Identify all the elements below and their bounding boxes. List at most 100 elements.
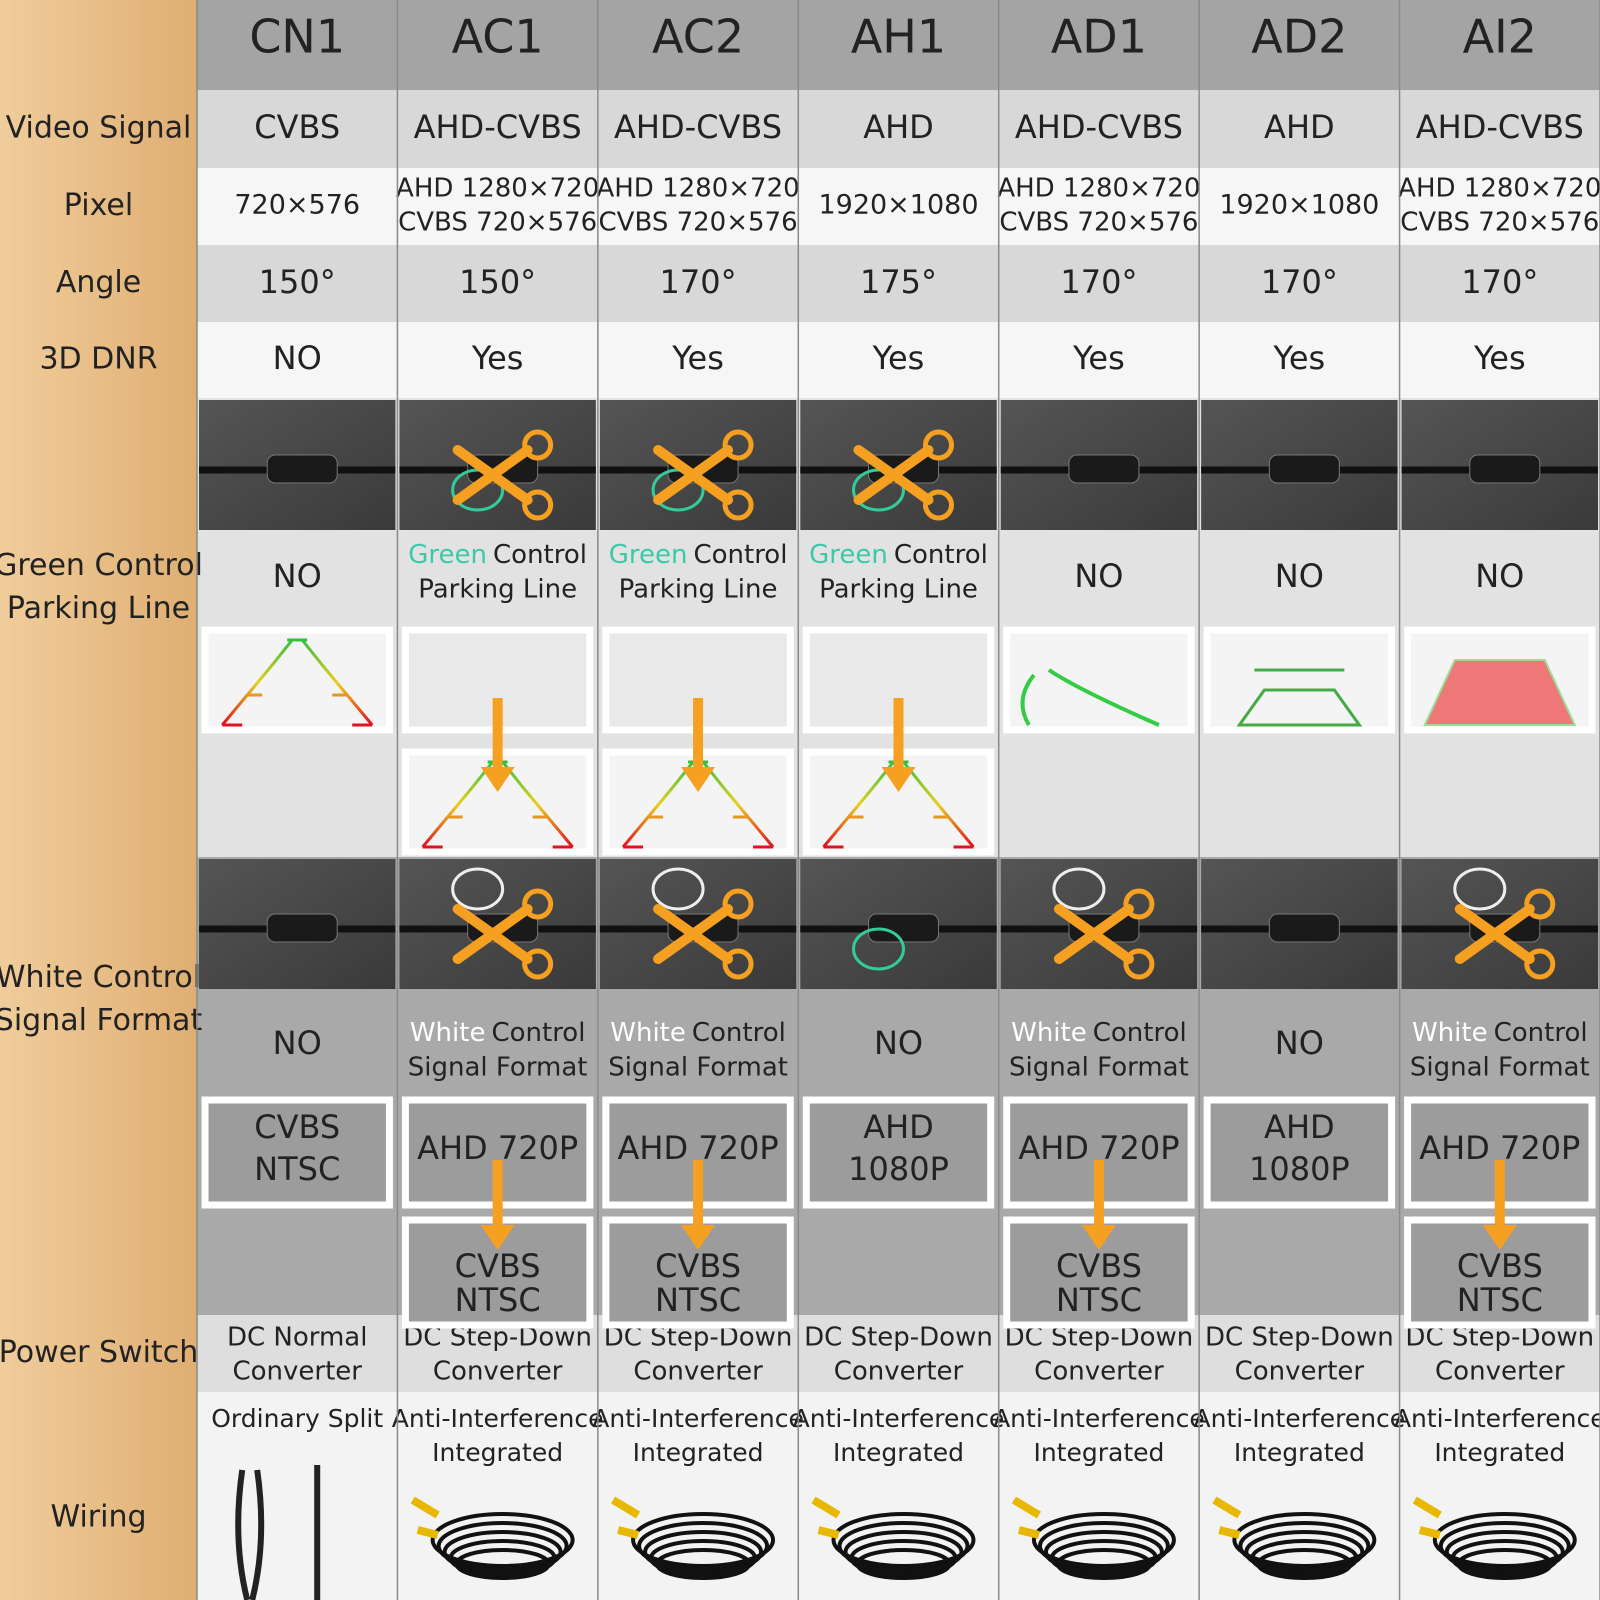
row-label: White Control [0, 960, 201, 995]
wire-loop [1052, 867, 1106, 911]
cell-text: 170° [1461, 263, 1538, 301]
cell-text: CVBS 720×576 [398, 208, 597, 238]
format-text: NTSC [254, 1150, 340, 1188]
format-text: NTSC [655, 1281, 741, 1319]
cell-text: Converter [834, 1357, 964, 1387]
column-header: AD1 [1051, 10, 1147, 64]
scissors-ring [923, 489, 954, 521]
cable-coil [655, 1548, 752, 1580]
cell-text: NO [273, 339, 322, 377]
cell-text: CVBS 720×576 [599, 208, 798, 238]
cell-text: NO [874, 1024, 923, 1062]
row-label-bg [0, 90, 197, 168]
cell-text: Green Control [609, 540, 788, 570]
cable-coil [1031, 1512, 1176, 1568]
wire-loop [651, 867, 705, 911]
format-text: CVBS [1056, 1247, 1142, 1285]
scissors-ring [923, 429, 954, 461]
cell-text: AHD 1280×720 [396, 174, 599, 204]
cable-coil [1049, 1539, 1158, 1577]
format-text: 1080P [848, 1150, 949, 1188]
cell-text: Yes [671, 339, 724, 377]
cable-coil [1250, 1539, 1359, 1577]
cell-text: 170° [660, 263, 737, 301]
cell-text: Anti-Interference [1394, 1404, 1600, 1433]
cell-text: White Control [1011, 1018, 1187, 1048]
cable-coil [436, 1521, 569, 1571]
row-bg [197, 168, 1600, 245]
scissors [1053, 904, 1134, 964]
plug [811, 1496, 841, 1539]
highlight-word: Green [809, 540, 888, 570]
cell-text: White Control [610, 1018, 786, 1048]
connector [1268, 454, 1340, 484]
cable-image [1011, 1496, 1176, 1580]
cell-text: Converter [232, 1357, 362, 1387]
highlight-word: Green [408, 540, 487, 570]
wire-loop [451, 867, 505, 911]
scissors-ring [1123, 948, 1155, 980]
arrow [681, 1160, 716, 1250]
cable-coil [1055, 1548, 1152, 1580]
cell-text: DC Step-Down [1205, 1323, 1394, 1353]
column-header: AH1 [851, 10, 946, 64]
cell-text: Parking Line [418, 575, 577, 605]
row-label-bg [0, 1392, 197, 1600]
header-bg [197, 0, 1600, 90]
row-label-bg [0, 322, 197, 398]
plug [611, 1496, 641, 1539]
connector [1469, 454, 1541, 484]
format-text: CVBS [655, 1247, 741, 1285]
scissors-ring [1123, 888, 1155, 920]
cell-text: AHD-CVBS [414, 108, 582, 146]
scissors [853, 445, 934, 505]
screen-box [802, 1096, 995, 1209]
cable-image [811, 1496, 976, 1580]
cell-text: NO [1275, 557, 1324, 595]
cell-text: Integrated [633, 1438, 764, 1467]
row-label-bg [0, 1315, 197, 1392]
connector [1068, 454, 1140, 484]
cable-photo [399, 859, 596, 989]
highlight-word: White [410, 1018, 486, 1048]
cell-text: AHD [1264, 108, 1335, 146]
cell-text: NO [273, 1024, 322, 1062]
row-label-bg [0, 857, 197, 1315]
cable-coil [1456, 1548, 1553, 1580]
row-label-bg [0, 168, 197, 245]
cell-text: Integrated [432, 1438, 563, 1467]
cable-coil [649, 1539, 758, 1577]
cell-text: 170° [1060, 263, 1137, 301]
cable-photo [399, 400, 596, 530]
row-label: Video Signal [6, 111, 192, 146]
format-text: NTSC [1056, 1281, 1142, 1319]
cell-text: Yes [1473, 339, 1526, 377]
cell-text: AHD-CVBS [614, 108, 782, 146]
format-text: AHD [863, 1108, 934, 1146]
row-bg [197, 90, 1600, 168]
column-header: CN1 [249, 10, 345, 64]
cell-text: AHD-CVBS [1015, 108, 1183, 146]
cable-photo [1201, 400, 1398, 530]
connector [266, 913, 338, 943]
cell-text: Yes [1072, 339, 1125, 377]
scissors [1454, 904, 1535, 964]
cable-photo [199, 859, 396, 989]
cell-text: Anti-Interference [1194, 1404, 1406, 1433]
screen-box [1003, 626, 1195, 734]
cell-text: AHD [863, 108, 934, 146]
cable-photo [800, 859, 997, 989]
cell-text: Integrated [833, 1438, 964, 1467]
cable-coil [631, 1512, 776, 1568]
row-bg [197, 322, 1600, 398]
connector [266, 454, 338, 484]
cable-image [611, 1496, 776, 1580]
parking-lines [221, 638, 374, 727]
cable-coil [855, 1548, 952, 1580]
cell-text: Converter [633, 1357, 763, 1387]
cell-text: AHD-CVBS [1416, 108, 1584, 146]
cable-coil [448, 1539, 557, 1577]
arrow [681, 698, 716, 792]
connector [1268, 913, 1340, 943]
